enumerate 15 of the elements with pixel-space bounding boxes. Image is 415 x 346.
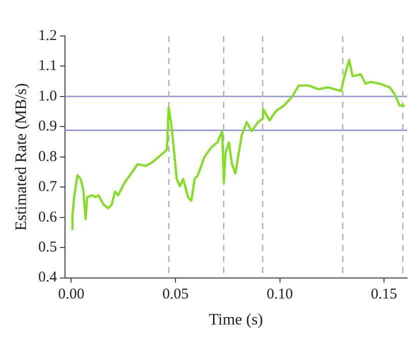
- y-tick-label: 0.4: [38, 270, 58, 286]
- y-axis-title: Estimated Rate (MB/s): [12, 83, 30, 231]
- x-tick-label: 0.10: [266, 286, 293, 303]
- y-tick-label: 0.5: [38, 240, 57, 256]
- y-tick-label: 1.0: [38, 88, 57, 104]
- x-tick-label: 0.05: [162, 286, 189, 303]
- x-tick-label: 0.15: [370, 286, 398, 303]
- y-tick-label: 0.9: [38, 118, 57, 135]
- y-tick-label: 1.1: [38, 58, 57, 74]
- y-tick-label: 0.6: [38, 209, 58, 226]
- y-tick-label: 0.7: [38, 179, 58, 196]
- x-tick-label: 0.00: [58, 286, 84, 303]
- x-axis-title: Time (s): [208, 312, 264, 329]
- y-tick-label: 1.2: [38, 28, 57, 44]
- y-tick-label: 0.8: [38, 148, 57, 165]
